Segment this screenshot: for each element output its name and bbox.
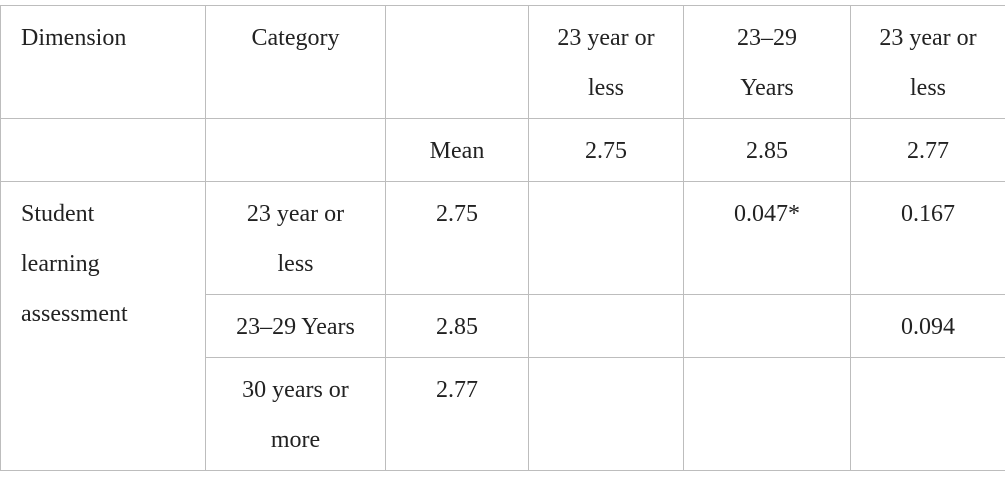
table-cell: 2.85 xyxy=(385,294,529,358)
header-cell xyxy=(385,5,529,119)
table-cell xyxy=(683,357,851,471)
cell-text: Student learning assessment xyxy=(21,201,128,327)
cell-text: Category xyxy=(251,25,340,51)
table-cell: 23–29 Years xyxy=(205,294,386,358)
table-cell: Student learning assessment xyxy=(0,181,206,471)
table-cell xyxy=(0,118,206,182)
table-row: Mean 2.75 2.85 2.77 xyxy=(0,118,1005,182)
header-row: Dimension Category 23 year or less 23–29 Ye… xyxy=(0,5,1005,119)
cell-text: Dimension xyxy=(21,25,127,51)
data-table: Dimension Category 23 year or less 23–29 Ye… xyxy=(0,5,1005,471)
table-cell xyxy=(205,118,386,182)
cell-text: 2.75 xyxy=(436,201,478,227)
table-cell xyxy=(850,357,1005,471)
table-row: 30 years or more 2.77 xyxy=(1,357,1005,471)
table-cell: 30 years or more xyxy=(205,357,386,471)
header-cell: Dimension xyxy=(0,5,206,119)
cell-text: 0.047* xyxy=(734,201,800,227)
table-cell: 2.75 xyxy=(528,118,684,182)
table-cell xyxy=(528,357,684,471)
table-cell xyxy=(683,294,851,358)
table-cell: 0.047* xyxy=(683,181,851,295)
cell-text: 23–29 Years xyxy=(737,25,797,101)
header-cell: Category xyxy=(205,5,386,119)
table-cell xyxy=(528,294,684,358)
cell-text: 30 years or more xyxy=(242,377,349,453)
table-cell: 2.85 xyxy=(683,118,851,182)
cell-text: 2.75 xyxy=(585,138,627,164)
cell-text: 2.77 xyxy=(436,377,478,403)
cell-text: 23 year or less xyxy=(557,25,655,101)
cell-text: 23–29 Years xyxy=(236,314,355,340)
cell-text: 0.094 xyxy=(901,314,955,340)
table-row: 23–29 Years 2.85 0.094 xyxy=(1,294,1005,358)
table-cell: 2.77 xyxy=(385,357,529,471)
table-cell: 0.094 xyxy=(850,294,1005,358)
header-cell: 23 year or less xyxy=(528,5,684,119)
cell-text: 2.85 xyxy=(436,314,478,340)
table-cell: 2.77 xyxy=(850,118,1005,182)
table-row: Student learning assessment 23 year or le… xyxy=(0,181,1005,471)
table-cell: 23 year or less xyxy=(205,181,386,295)
table-cell xyxy=(528,181,684,295)
cell-text: 23 year or less xyxy=(879,25,977,101)
cell-text: 23 year or less xyxy=(246,201,345,277)
cell-text: 0.167 xyxy=(901,201,955,227)
cell-text: Mean xyxy=(429,138,485,164)
header-cell: 23–29 Years xyxy=(683,5,851,119)
table-cell: 2.75 xyxy=(385,181,529,295)
table-cell: Mean xyxy=(385,118,529,182)
cell-text: 2.85 xyxy=(746,138,788,164)
table-cell: 0.167 xyxy=(850,181,1005,295)
cell-text: 2.77 xyxy=(907,138,949,164)
header-cell: 23 year or less xyxy=(850,5,1005,119)
